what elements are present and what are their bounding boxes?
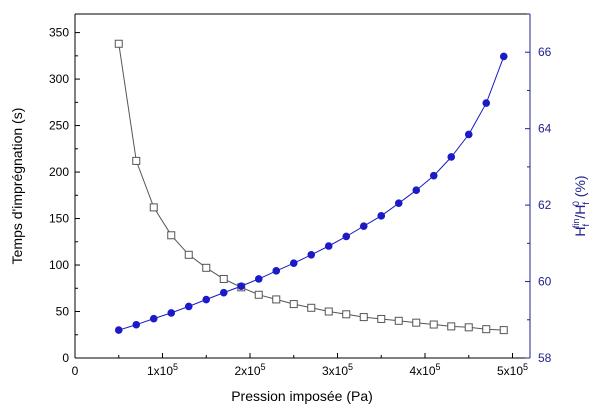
y-right-tick-label: 66 bbox=[538, 45, 552, 59]
x-tick-exponent: 5 bbox=[436, 362, 441, 372]
x-tick-label: 1x105 bbox=[147, 362, 178, 378]
y-left-tick-label: 0 bbox=[62, 351, 69, 365]
y-left-tick-label: 250 bbox=[49, 119, 69, 133]
y-right-tick-label: 64 bbox=[538, 122, 552, 136]
axis-ticks: 0 1x105 2x105 3x105 4x105 5x10505010015020025… bbox=[49, 13, 552, 378]
left-y-axis-title: Temps d'imprégnation (s) bbox=[9, 108, 25, 265]
impregnation-time-point bbox=[219, 274, 228, 283]
impregnation-time-point bbox=[342, 310, 351, 319]
x-tick-exponent: 5 bbox=[261, 362, 266, 372]
impregnation-time-point bbox=[132, 156, 141, 165]
ratio-point bbox=[394, 199, 403, 207]
ratio-point bbox=[202, 295, 211, 304]
impregnation-time-point bbox=[202, 263, 211, 272]
impregnation-time-point bbox=[429, 320, 438, 329]
y-left-tick-label: 50 bbox=[56, 305, 70, 319]
impregnation-time-point bbox=[447, 322, 456, 331]
ratio-point bbox=[429, 171, 438, 180]
ratio-point bbox=[272, 267, 281, 275]
right-title-sup1: fin bbox=[571, 219, 581, 229]
ratio-point bbox=[377, 212, 386, 220]
y-right-tick-label: 60 bbox=[538, 275, 552, 289]
x-tick-label: 5x105 bbox=[497, 362, 528, 378]
ratio-point bbox=[447, 153, 456, 161]
impregnation-time-point bbox=[272, 295, 281, 304]
y-left-tick-label: 150 bbox=[49, 212, 69, 226]
ratio-point bbox=[254, 275, 263, 283]
impregnation-time-point bbox=[482, 325, 491, 334]
ratio-point bbox=[464, 130, 473, 139]
y-left-tick-label: 100 bbox=[49, 258, 69, 272]
ratio-point bbox=[324, 242, 333, 250]
impregnation-time-point bbox=[394, 316, 403, 325]
impregnation-time-point bbox=[377, 314, 386, 323]
x-tick-mantissa: 2x10 bbox=[234, 364, 260, 378]
impregnation-time-point bbox=[499, 326, 508, 335]
y-left-tick-label: 200 bbox=[49, 165, 69, 179]
ratio-point bbox=[132, 320, 141, 329]
x-tick-label: 0 bbox=[72, 364, 79, 378]
ratio-point bbox=[482, 99, 491, 107]
impregnation-time-point bbox=[167, 231, 176, 240]
ratio-point bbox=[237, 282, 246, 290]
x-tick-label: 3x105 bbox=[322, 362, 353, 378]
impregnation-time-point bbox=[359, 313, 368, 322]
x-axis-title: Pression imposée (Pa) bbox=[231, 388, 373, 404]
x-tick-mantissa: 1x10 bbox=[147, 364, 173, 378]
impregnation-time-point bbox=[464, 323, 473, 332]
ratio-point bbox=[412, 186, 421, 195]
right-title-slash: /H bbox=[572, 205, 588, 219]
ratio-point bbox=[167, 309, 176, 317]
y-right-tick-label: 62 bbox=[538, 198, 552, 212]
ratio-point bbox=[289, 259, 298, 268]
x-tick-exponent: 5 bbox=[173, 362, 178, 372]
x-tick-label: 4x105 bbox=[409, 362, 440, 378]
ratio-point bbox=[342, 232, 351, 241]
right-title-h1: H bbox=[572, 226, 588, 236]
ratio-point bbox=[359, 222, 368, 230]
impregnation-time-point bbox=[114, 39, 123, 48]
ratio-point bbox=[499, 52, 508, 61]
y-left-tick-label: 300 bbox=[49, 72, 69, 86]
x-tick-label: 2x105 bbox=[234, 362, 265, 378]
x-tick-exponent: 5 bbox=[523, 362, 528, 372]
impregnation-time-point bbox=[184, 250, 193, 259]
series-markers bbox=[114, 39, 508, 335]
right-title-sub1: f bbox=[581, 223, 591, 226]
ratio-point bbox=[184, 302, 193, 311]
impregnation-time-point bbox=[254, 290, 263, 299]
x-tick-mantissa: 4x10 bbox=[409, 364, 435, 378]
y-right-tick-label: 58 bbox=[538, 351, 552, 365]
impregnation-time-point bbox=[324, 307, 333, 316]
impregnation-time-point bbox=[289, 300, 298, 309]
right-title-sub2: f bbox=[581, 202, 591, 205]
impregnation-time-point bbox=[412, 318, 421, 327]
x-tick-exponent: 5 bbox=[348, 362, 353, 372]
impregnation-time-point bbox=[307, 303, 316, 312]
x-tick-mantissa: 5x10 bbox=[497, 364, 523, 378]
right-title-sup2: 0 bbox=[571, 201, 581, 206]
ratio-point bbox=[114, 326, 123, 334]
y-left-tick-label: 350 bbox=[49, 26, 69, 40]
right-y-axis-title: Hffin/Hf0 (%) bbox=[571, 175, 591, 236]
impregnation-time-point bbox=[149, 203, 158, 212]
ratio-point bbox=[149, 314, 158, 323]
ratio-point bbox=[219, 288, 228, 297]
ratio-point bbox=[307, 251, 316, 259]
right-title-unit: (%) bbox=[572, 175, 588, 201]
x-tick-mantissa: 3x10 bbox=[322, 364, 348, 378]
